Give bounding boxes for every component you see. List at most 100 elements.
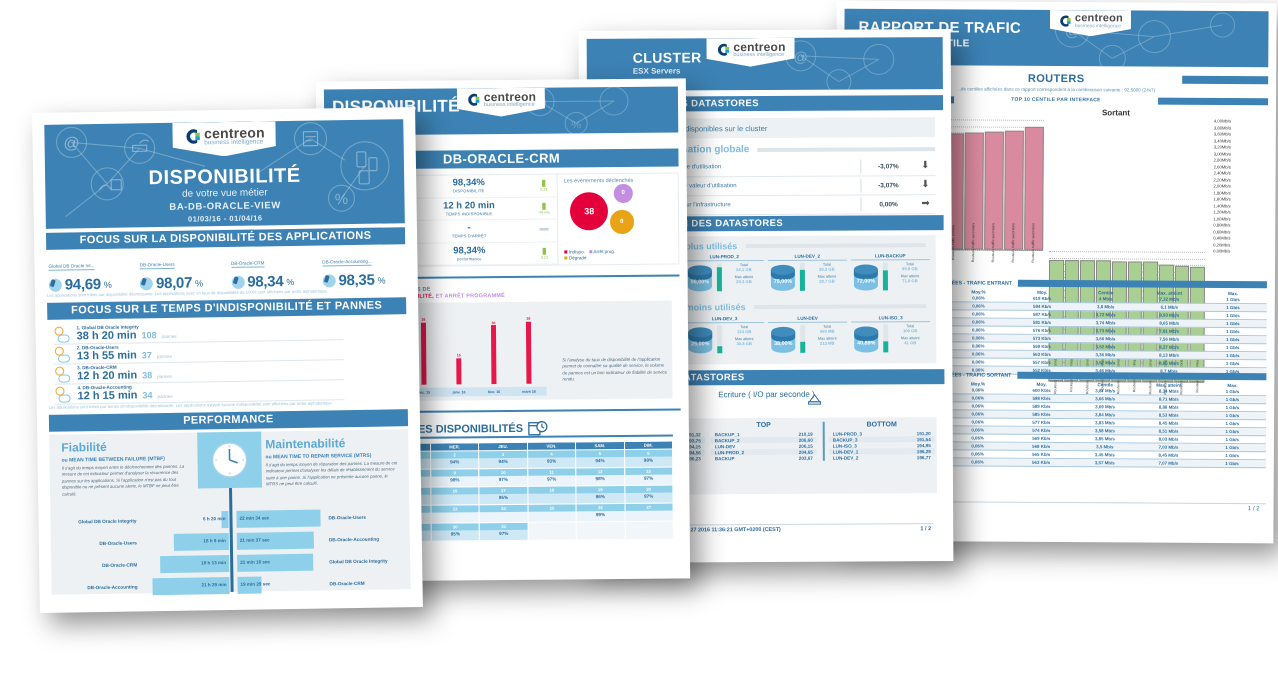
y-tick: 2,40Mb/s	[1213, 170, 1231, 176]
calendar-cell[interactable]: 19 96%	[575, 485, 625, 504]
document-traffic-report[interactable]: @ RAPPORT DE TRAFIC MOYENNE & CENTILE	[833, 0, 1277, 544]
traffic-cell: 594 Kb/s	[1033, 303, 1052, 309]
calendar-cell[interactable]: 30 95%	[431, 522, 480, 542]
metric-trend-icon: ▮	[541, 200, 547, 211]
traffic-col-header: Moy.	[1036, 381, 1047, 387]
traffic-bar-label: Routeurs traffic secondary	[1011, 222, 1016, 263]
calendar-cell[interactable]: 5 94%	[575, 449, 625, 468]
traffic-cell: 1 Gb/s	[1225, 445, 1239, 451]
traffic-cell: 587 Kb/s	[1032, 311, 1052, 317]
traffic-cell: 3,73 Mb/s	[1095, 328, 1116, 334]
calendar-cell[interactable]: 16	[430, 486, 480, 506]
calendar-cell[interactable]: 26 99%	[576, 503, 625, 522]
calendar-cell[interactable]	[624, 521, 674, 540]
document-business-availability[interactable]: @ %	[32, 107, 423, 613]
availability-kpi-row: Global DB Oracle Int... 94,69% DB-Oracle-U…	[46, 249, 406, 294]
perf-bar-row: DB-Oracle-CRM 19 h 13 min	[63, 552, 230, 577]
traffic-cell: 0,06%	[972, 295, 985, 301]
calendar-cell[interactable]: 31 97%	[479, 522, 529, 541]
traffic-cell: 0,06%	[971, 335, 985, 341]
network-art-icon: @ %	[56, 122, 390, 217]
calendar-value: 93%	[546, 458, 557, 464]
downtime-count: 34	[142, 390, 153, 401]
datastore-name: LUN-BACKUP	[850, 253, 930, 261]
y-tick: 3,80Mb/s	[1213, 124, 1232, 131]
cluster-subtitle: ESX Servers	[632, 66, 681, 76]
traffic-col-header: Moy.%	[971, 289, 986, 295]
traffic-cell: 0,06%	[971, 427, 984, 433]
document-cluster-report[interactable]: @ CLUSTER ESX Servers centreon	[578, 29, 954, 563]
perf-bar-value: 18 h 9 min	[203, 537, 226, 543]
evolution-tick: janv. 16	[452, 389, 466, 394]
y-tick: 0,80Mb/s	[1213, 222, 1231, 228]
calendar-value: 98%	[595, 476, 605, 482]
iops-name: BACKUP_3	[832, 437, 858, 443]
cluster-page-number: 1 / 2	[920, 526, 932, 533]
kpi-donut-icon	[48, 278, 62, 292]
calendar-cell[interactable]: 12 98%	[575, 467, 625, 486]
calendar-cell[interactable]: 24	[479, 504, 528, 523]
calendar-cell[interactable]: 2 94%	[430, 450, 479, 470]
iops-table[interactable]: BOTTOM LUN-PROD_3 191,20 BACKUP_3 191,54 LUN-…	[822, 421, 935, 461]
calendar-cell[interactable]: 6 99%	[624, 449, 673, 468]
iops-value: 203,67	[798, 455, 813, 461]
downtime-count-label: pannes	[157, 373, 173, 380]
traffic-cell: 7,56 Mb/s	[1159, 336, 1180, 342]
datastore-name: LUN-ISO_3	[851, 315, 931, 323]
traffic-cell: 3,72 Mb/s	[1095, 312, 1116, 318]
traffic-cell: 8,88 Mb/s	[1158, 404, 1179, 410]
y-tick: 0,40Mb/s	[1213, 235, 1231, 241]
calendar-value: 94%	[498, 458, 508, 465]
legend-item: Dégradé	[564, 255, 615, 260]
traffic-cell: 8,45 Mb/s	[1158, 452, 1179, 458]
downtime-count-label: pannes	[157, 393, 173, 400]
perf-bar-label: Global DB Oracle Integrity	[78, 517, 137, 524]
traffic-bar: Routeurs traffic secondary	[1003, 130, 1024, 263]
calendar-cell[interactable]: 10 97%	[478, 468, 528, 487]
y-tick: 2,20Mb/s	[1213, 176, 1231, 183]
calendar-cell[interactable]: 13 97%	[624, 467, 673, 486]
calendar-value: 95%	[498, 494, 509, 501]
traffic-cell: 0,06%	[972, 303, 985, 309]
perf-bar-label: DB-Oracle-Accounting	[328, 536, 380, 542]
calendar-value: 96%	[595, 494, 605, 500]
total-value: 34.1 GB	[736, 267, 752, 273]
calendar-cell[interactable]: 9 98%	[430, 468, 480, 488]
calendar-cell[interactable]: 17 95%	[479, 486, 528, 505]
kpi-unit: %	[103, 279, 112, 290]
calendar-cell[interactable]: 4 93%	[527, 449, 576, 469]
iops-name: LUN-PROD_3	[832, 430, 863, 437]
metric-label: TEMPS D'ARRÊT	[451, 233, 487, 239]
calendar-cell[interactable]: 20 97%	[624, 485, 674, 504]
traffic-cell: 8,13 Mb/s	[1159, 352, 1179, 358]
kpi-donut-icon	[322, 274, 336, 288]
evolution-tick: mars 16	[522, 389, 536, 394]
calendar-cell[interactable]: 23	[430, 504, 480, 524]
calendar-cell[interactable]	[527, 521, 577, 541]
traffic-cell: 1 Gb/s	[1225, 389, 1240, 395]
iops-table[interactable]: TOP BACKUP_1 210,19 BACKUP_2 206,60 LUN-DEV 20…	[710, 422, 817, 462]
traffic-col-header: Max.	[1227, 383, 1238, 389]
calendar-cell[interactable]: 27	[624, 503, 674, 522]
calendar-cell[interactable]: 18	[527, 485, 577, 505]
perf-bar-label: DB-Oracle-Accounting	[87, 583, 138, 590]
clock-medallion	[197, 431, 263, 489]
traffic-cell: 581 Kb/s	[1032, 319, 1052, 325]
document-service-availability[interactable]: @ % DISPONIBILITÉ centreon business inte…	[315, 78, 691, 582]
traffic-cell: 574 Kb/s	[1032, 427, 1051, 433]
traffic-col-header: Moy.	[1037, 289, 1048, 295]
metric-trend-icon: ▮	[541, 177, 547, 188]
traffic-bar: Routeurs traffic secondary	[983, 131, 1004, 262]
calendar-cell[interactable]	[576, 521, 625, 540]
calendar-cell[interactable]: 25	[527, 503, 577, 523]
cloud-icon	[58, 373, 71, 383]
kpi-name: DB-Oracle-Accounting...	[322, 258, 372, 267]
traffic-col-header: Max. atteint	[1156, 290, 1183, 296]
centile-subsection: TOP 10 CENTILE PAR INTERFACE	[1011, 96, 1101, 104]
calendar-value: 98%	[450, 477, 460, 483]
calendar-cell[interactable]: 3 94%	[478, 450, 528, 469]
traffic-col-header: Centile	[1098, 290, 1114, 296]
calendar-cell[interactable]: 11 97%	[527, 467, 576, 487]
usage-trend-icon: ➡	[921, 198, 930, 210]
